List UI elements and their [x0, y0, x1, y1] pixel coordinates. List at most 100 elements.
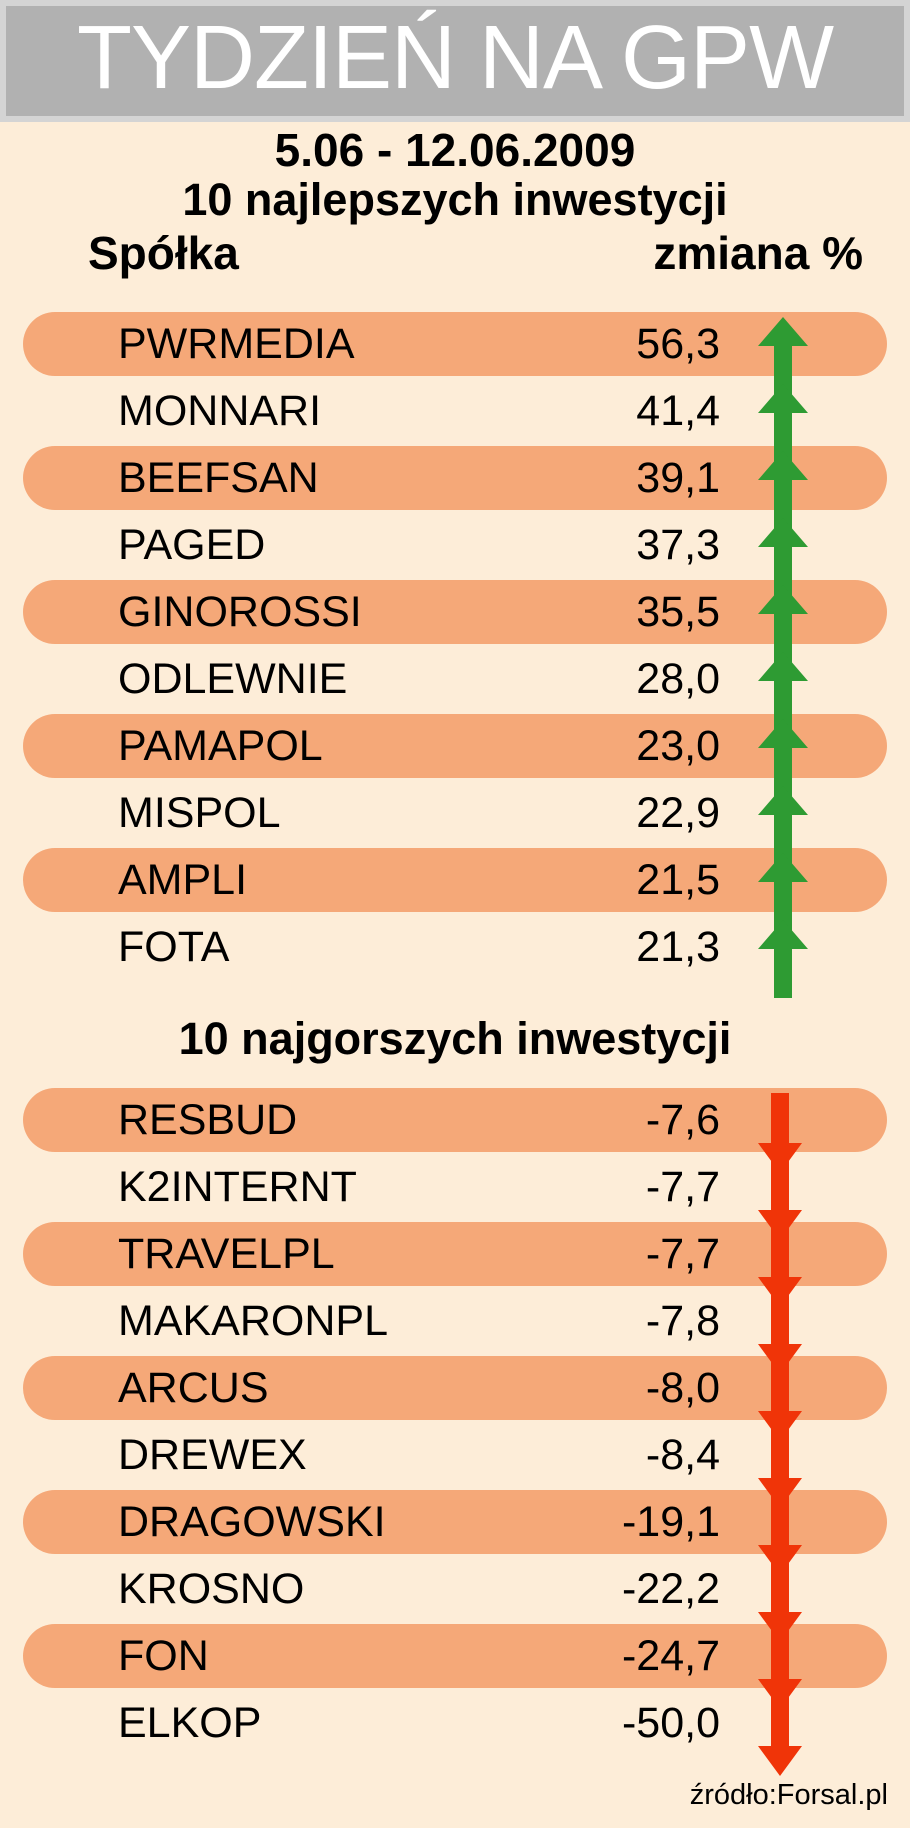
row-highlight [23, 446, 887, 510]
company-name: DRAGOWSKI [118, 1498, 386, 1546]
down-arrow-icon [757, 1361, 803, 1441]
col-header-company: Spółka [88, 227, 239, 279]
up-arrow-icon [757, 317, 809, 395]
change-value: 22,9 [636, 789, 720, 837]
up-arrow-icon [757, 853, 809, 931]
table-row: KROSNO -22,2 [0, 1556, 910, 1642]
table-row: PAGED 37,3 [0, 512, 910, 596]
source-credit: źródło:Forsal.pl [689, 1779, 888, 1811]
company-name: RESBUD [118, 1096, 298, 1144]
down-arrow-icon [757, 1160, 803, 1240]
change-value: 21,5 [636, 856, 720, 904]
table-row: ODLEWNIE 28,0 [0, 646, 910, 730]
company-name: FON [118, 1632, 209, 1680]
change-value: 37,3 [636, 521, 720, 569]
company-name: PAMAPOL [118, 722, 323, 770]
table-row: AMPLI 21,5 [0, 847, 910, 931]
change-value: 28,0 [636, 655, 720, 703]
up-arrow-icon [757, 786, 809, 864]
company-name: BEEFSAN [118, 454, 319, 502]
down-arrow-icon [757, 1562, 803, 1642]
down-arrow-icon [757, 1696, 803, 1776]
table-row: BEEFSAN 39,1 [0, 445, 910, 529]
up-arrow-icon [757, 518, 809, 596]
table-row: DREWEX -8,4 [0, 1422, 910, 1508]
change-value: 35,5 [636, 588, 720, 636]
table-row: MISPOL 22,9 [0, 780, 910, 864]
change-value: -50,0 [621, 1699, 720, 1747]
change-value: -8,4 [645, 1431, 720, 1479]
company-name: MAKARONPL [118, 1297, 389, 1345]
row-highlight [23, 1222, 887, 1286]
up-arrow-icon [757, 384, 809, 462]
table-row: PWRMEDIA 56,3 [0, 311, 910, 395]
change-value: -22,2 [621, 1565, 720, 1613]
company-name: MISPOL [118, 789, 281, 837]
down-arrow-icon [757, 1294, 803, 1374]
up-arrow-icon [757, 652, 809, 730]
column-headers: Spółka zmiana % [0, 226, 910, 280]
change-value: 23,0 [636, 722, 720, 770]
down-arrow-icon [757, 1227, 803, 1307]
table-row: PAMAPOL 23,0 [0, 713, 910, 797]
section-title-worst: 10 najgorszych inwestycji [178, 1013, 732, 1064]
change-value: 39,1 [636, 454, 720, 502]
row-highlight [23, 848, 887, 912]
table-row: RESBUD -7,6 [0, 1087, 910, 1173]
change-value: 56,3 [636, 320, 720, 368]
down-arrow-icon [757, 1495, 803, 1575]
up-arrow-icon [757, 585, 809, 663]
up-arrow-icon [757, 920, 809, 998]
row-highlight [23, 1490, 887, 1554]
row-highlight [23, 1624, 887, 1688]
company-name: DREWEX [118, 1431, 307, 1479]
company-name: PWRMEDIA [118, 320, 355, 368]
change-value: -7,7 [645, 1163, 720, 1211]
company-name: GINOROSSI [118, 588, 362, 636]
table-row: MONNARI 41,4 [0, 378, 910, 462]
table-row: GINOROSSI 35,5 [0, 579, 910, 663]
row-highlight [23, 1088, 887, 1152]
change-value: -7,7 [645, 1230, 720, 1278]
down-arrow-icon [757, 1428, 803, 1508]
page-title: TYDZIEŃ NA GPW [76, 8, 834, 108]
change-value: 41,4 [636, 387, 720, 435]
table-row: DRAGOWSKI -19,1 [0, 1489, 910, 1575]
table-row: K2INTERNT -7,7 [0, 1154, 910, 1240]
change-value: -8,0 [645, 1364, 720, 1412]
company-name: FOTA [118, 923, 230, 971]
company-name: ELKOP [118, 1699, 262, 1747]
change-value: 21,3 [636, 923, 720, 971]
row-highlight [23, 714, 887, 778]
header-bar: TYDZIEŃ NA GPW [0, 0, 910, 122]
up-arrow-icon [757, 451, 809, 529]
row-highlight [23, 1356, 887, 1420]
table-row: MAKARONPL -7,8 [0, 1288, 910, 1374]
change-value: -24,7 [621, 1632, 720, 1680]
company-name: AMPLI [118, 856, 248, 904]
row-highlight [23, 312, 887, 376]
down-arrow-icon [757, 1629, 803, 1709]
col-header-change: zmiana % [653, 227, 863, 279]
best-investments-table: PWRMEDIA 56,3 MONNARI 41,4 BEEFSAN 39,1 … [0, 311, 910, 998]
row-highlight [23, 580, 887, 644]
section-title-best: 10 najlepszych inwestycji [182, 174, 728, 225]
company-name: ARCUS [118, 1364, 269, 1412]
change-value: -19,1 [621, 1498, 720, 1546]
company-name: PAGED [118, 521, 266, 569]
table-row: FON -24,7 [0, 1623, 910, 1709]
company-name: MONNARI [118, 387, 322, 435]
down-arrow-icon [757, 1093, 803, 1173]
company-name: TRAVELPL [118, 1230, 335, 1278]
company-name: ODLEWNIE [118, 655, 348, 703]
table-row: ARCUS -8,0 [0, 1355, 910, 1441]
change-value: -7,6 [645, 1096, 720, 1144]
worst-investments-table: RESBUD -7,6 K2INTERNT -7,7 TRAVELPL -7,7… [0, 1087, 910, 1776]
company-name: KROSNO [118, 1565, 305, 1613]
table-row: ELKOP -50,0 [0, 1690, 910, 1776]
change-value: -7,8 [645, 1297, 720, 1345]
up-arrow-icon [757, 719, 809, 797]
table-row: TRAVELPL -7,7 [0, 1221, 910, 1307]
table-row: FOTA 21,3 [0, 914, 910, 998]
